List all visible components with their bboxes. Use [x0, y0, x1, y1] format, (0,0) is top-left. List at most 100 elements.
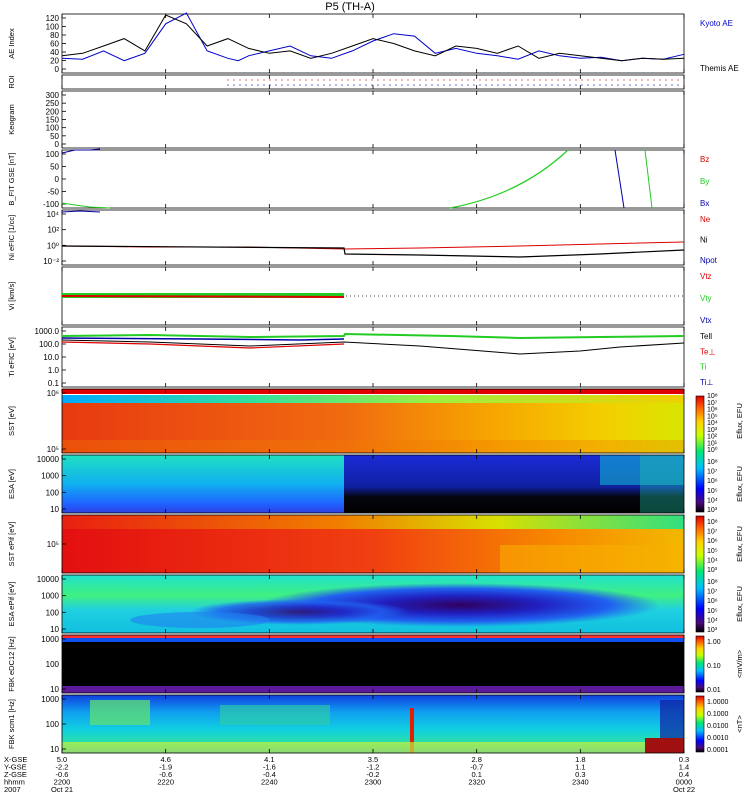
panel-ni: Ni eFIC [1/cc] 10⁴ 10² 10⁰ 10⁻² Ne Ni Npot	[7, 209, 718, 266]
ti-tell-trace	[61, 339, 685, 355]
bfit-by-trace	[61, 202, 111, 209]
ytick-bfit: -100	[43, 200, 60, 209]
colorbar-fbk2	[695, 695, 705, 753]
bfit-bx-trace	[61, 148, 101, 154]
ytick-ae: 60	[50, 40, 59, 49]
cbar-tick-fbk1: 0.01	[707, 687, 721, 694]
xaxis-value: Oct 22	[673, 785, 695, 794]
panel-fbk2: FBK scm1 [Hz] 1000 100 10 1.0000 0.1000 0.0100…	[7, 694, 744, 754]
cbar-label-sst1: Eflux, EFU	[735, 403, 744, 439]
ti-teperp-trace	[61, 341, 345, 349]
cbar-tick-sst1: 10⁸	[707, 393, 718, 400]
ylabel-bfit: B_FIT GSE [nT]	[7, 152, 16, 205]
colorbar-fbk1	[695, 635, 705, 693]
xaxis-value: -1.6	[263, 763, 276, 772]
xaxis-value: 3.5	[368, 755, 378, 764]
ytick-esa2: 10	[50, 625, 59, 634]
legend-vi: Vtz	[700, 272, 712, 281]
cbar-tick-esa2: 10⁵	[707, 608, 718, 615]
panel-sst2: SST ePif [eV] 10⁵ 10⁸ 10⁷ 10⁶ 10⁵ 10⁴ 10³ Eflux,…	[7, 514, 744, 574]
legend-bfit: Bz	[700, 155, 709, 164]
bfit-bx-drop	[614, 149, 625, 209]
cbar-tick-fbk1: 0.10	[707, 663, 721, 670]
legend-bfit: By	[700, 177, 709, 186]
ni-ne-trace	[61, 241, 685, 250]
cbar-tick-sst1: 10⁴	[707, 420, 718, 427]
xaxis-row-label: Z-GSE	[4, 770, 27, 779]
cbar-tick-fbk2: 0.1000	[707, 711, 729, 718]
xaxis-value: 2320	[468, 778, 485, 787]
xaxis-value: 0.3	[679, 755, 689, 764]
legend-ni: Npot	[700, 256, 718, 265]
ytick-esa2: 100	[46, 608, 60, 617]
cbar-tick-sst1: 10¹	[707, 440, 718, 447]
xaxis-value: -0.6	[159, 770, 172, 779]
cbar-tick-sst1: 10⁰	[707, 446, 718, 454]
ytick-ae: 120	[46, 14, 60, 23]
plot-title: P5 (TH-A)	[325, 1, 375, 13]
panel-ti: Ti eFIC [eV] 1000.0 100.0 10.0 1.0 0.1 Tell Te⊥…	[7, 326, 715, 388]
cbar-tick-esa1: 10⁷	[707, 469, 718, 476]
ytick-esa1: 1000	[41, 472, 59, 481]
cbar-tick-sst2: 10⁷	[707, 529, 718, 536]
trace-layer	[61, 148, 685, 355]
colorbar-sst2	[695, 515, 705, 633]
ytick-ni: 10²	[47, 226, 59, 235]
xaxis-value: -0.2	[367, 770, 380, 779]
panel-frame	[61, 149, 685, 209]
bfit-by-drop	[644, 149, 653, 209]
ytick-fbk1: 1000	[41, 635, 59, 644]
xaxis-row-label: Y-GSE	[4, 763, 27, 772]
ylabel-ae: AE Index	[7, 28, 16, 59]
xaxis-value: -0.4	[263, 770, 276, 779]
xaxis-row-label: X-GSE	[4, 755, 27, 764]
sst1-spectrogram	[62, 389, 684, 453]
series-line-themis-ae	[61, 14, 685, 62]
ytick-fbk2: 1000	[41, 695, 59, 704]
ytick-ae: 100	[46, 23, 60, 32]
fbk2-spectrogram	[62, 695, 684, 753]
ylabel-ti: Ti eFIC [eV]	[7, 337, 16, 377]
ytick-ni: 10⁴	[47, 210, 60, 219]
panel-roi: ROI	[7, 74, 685, 90]
cbar-tick-esa2: 10⁷	[707, 589, 718, 596]
ni-npot-trace	[61, 210, 101, 213]
cbar-label-fbk2: <nT>	[735, 715, 744, 733]
ytick-ae: 0	[55, 65, 60, 74]
panel-frame	[61, 13, 685, 74]
cbar-tick-esa2: 10³	[707, 627, 718, 634]
panel-fbk1: FBK eDC12 [Hz] 1000 100 10 1.00 0.10 0.01 <mV/m…	[7, 634, 744, 694]
cbar-tick-esa1: 10⁶	[707, 478, 718, 485]
xaxis-value: -0.7	[470, 763, 483, 772]
ylabel-keogram: Keogram	[7, 104, 16, 134]
cbar-tick-sst1: 10⁶	[707, 407, 718, 414]
xaxis-value: 1.4	[679, 763, 689, 772]
xaxis-value: 2200	[54, 778, 71, 787]
ytick-esa1: 10	[50, 505, 59, 514]
ylabel-sst2: SST ePif [eV]	[7, 522, 16, 567]
ylabel-sst1: SST [eV]	[7, 406, 16, 436]
cbar-tick-esa1: 10⁸	[707, 459, 718, 466]
xaxis-value: 1.8	[575, 755, 585, 764]
cbar-tick-fbk2: 0.0001	[707, 747, 729, 754]
panel-esa2: ESA ePif [eV] 10000 1000 100 10 10⁸ 10⁷ 10⁶ 10⁵ 1…	[7, 574, 744, 634]
xaxis-value: 2220	[157, 778, 174, 787]
cbar-tick-esa1: 10⁵	[707, 488, 718, 495]
legend-ae: Themis AE	[700, 64, 739, 73]
xaxis-value: 4.1	[264, 755, 274, 764]
cbar-label-esa1: Eflux, EFU	[735, 466, 744, 502]
panel-frame	[61, 209, 685, 266]
xaxis-row-label: hhmm	[4, 778, 25, 787]
legend-ti: Te⊥	[700, 347, 715, 356]
ylabel-ni: Ni eFIC [1/cc]	[7, 215, 16, 260]
cbar-label-fbk1: <mV/m>	[735, 649, 744, 678]
cbar-tick-sst2: 10⁸	[707, 519, 718, 526]
cbar-tick-fbk2: 0.0100	[707, 723, 729, 730]
ytick-ti: 1.0	[48, 366, 60, 375]
ytick-ti: 10.0	[43, 353, 59, 362]
ytick-fbk1: 100	[46, 660, 60, 669]
legend-ti: Ti	[700, 363, 707, 372]
vi-red-trace	[61, 295, 345, 298]
bfit-by-curve	[449, 149, 569, 209]
